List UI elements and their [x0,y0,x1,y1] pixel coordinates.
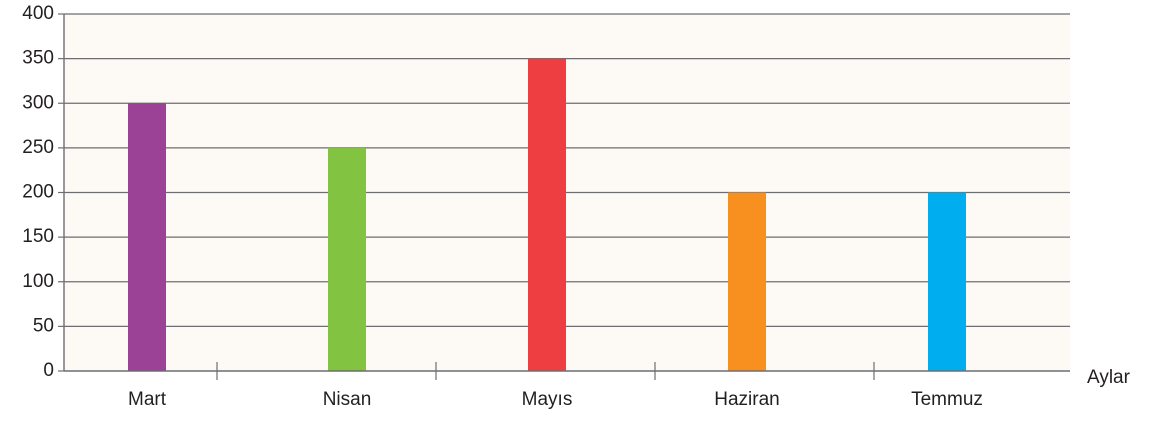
tick-labels: 0 50 100 150 200 250 300 350 400 Mart Nisan Mayıs Ha… [22,3,983,410]
y-tick-label: 250 [22,137,54,158]
bar-mayıs [528,58,566,371]
y-tick-label: 400 [22,3,54,24]
y-tick-label: 0 [43,360,54,381]
y-tick-label: 100 [22,271,54,292]
bar-temmuz [928,192,966,371]
x-tick-label: Mayıs [522,389,573,410]
grid-lines [64,13,1070,327]
x-axis-label: Aylar [1087,367,1131,388]
x-tick-label: Mart [128,389,167,410]
bar-mart [128,103,166,371]
axes [58,13,1070,380]
x-tick-label: Haziran [714,389,779,410]
x-tick-label: Nisan [323,389,372,410]
bar-nisan [328,147,366,371]
y-tick-label: 200 [22,182,54,203]
bar-haziran [728,192,766,371]
y-tick-label: 350 [22,48,54,69]
y-tick-label: 50 [33,315,54,336]
x-tick-label: Temmuz [911,389,983,410]
bars [128,58,966,371]
y-tick-label: 150 [22,226,54,247]
y-tick-label: 300 [22,92,54,113]
